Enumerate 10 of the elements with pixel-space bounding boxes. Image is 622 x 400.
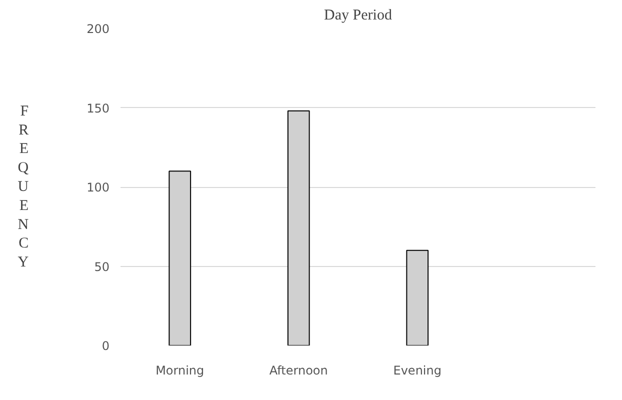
y-tick-label: 200 [86,22,110,36]
y-tick-label: 50 [94,260,110,274]
x-tick-label: Morning [156,364,204,378]
y-tick-label: 150 [86,101,110,116]
text: FREQUENCY [18,103,29,271]
x-tick-label: Afternoon [269,364,328,378]
x-tick-label: Evening [393,364,442,378]
y-tick-label: 100 [86,180,110,194]
chart-title: Day Period [324,8,392,24]
y-tick-label: 0 [102,339,110,353]
